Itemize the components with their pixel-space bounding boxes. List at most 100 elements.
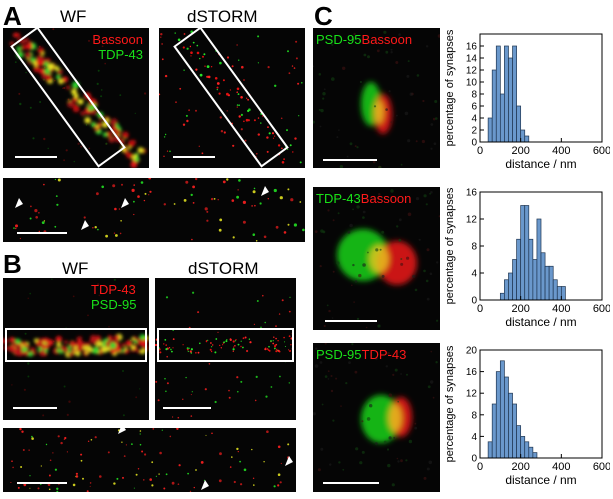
- fluorescence-spot: [290, 198, 294, 202]
- fluorescence-spot: [54, 65, 59, 71]
- fluorescence-spot: [356, 317, 360, 321]
- fluorescence-spot: [192, 185, 196, 189]
- x-tick-label: 0: [477, 303, 483, 315]
- fluorescence-spot: [211, 432, 213, 435]
- fluorescence-spot: [140, 181, 144, 184]
- fluorescence-spot: [233, 346, 235, 348]
- fluorescence-spot: [47, 483, 51, 486]
- panel-a-zoom-strip: [3, 178, 305, 242]
- fluorescence-spot: [231, 199, 235, 202]
- fluorescence-spot: [72, 81, 80, 89]
- fluorescence-spot: [200, 461, 204, 464]
- fluorescence-spot: [37, 47, 44, 54]
- fluorescence-spot: [148, 194, 150, 196]
- fluorescence-spot: [275, 337, 277, 340]
- speckle-layer: [10, 428, 290, 492]
- fluorescence-spot: [26, 341, 30, 346]
- fluorescence-spot: [409, 92, 413, 96]
- fluorescence-spot: [245, 118, 249, 122]
- panel-c-row1-label-a: PSD-95: [316, 32, 362, 47]
- fluorescence-spot: [39, 68, 46, 75]
- fluorescence-spot: [89, 485, 91, 487]
- histogram-bar: [512, 403, 517, 459]
- fluorescence-spot: [87, 96, 93, 101]
- fluorescence-spot: [58, 483, 60, 486]
- fluorescence-spot: [122, 414, 125, 417]
- panel-b-wf-title: WF: [62, 259, 89, 278]
- speckle-layer: [314, 189, 440, 329]
- y-axis-label: percentage of synapses: [444, 345, 456, 462]
- fluorescence-spot: [95, 124, 100, 129]
- fluorescence-spot: [58, 78, 64, 85]
- fluorescence-spot: [20, 466, 23, 468]
- fluorescence-spot: [143, 199, 146, 202]
- fluorescence-spot: [33, 351, 37, 355]
- fluorescence-spot: [236, 44, 238, 46]
- fluorescence-spot: [77, 98, 84, 105]
- fluorescence-spot: [25, 43, 33, 50]
- histogram-bar: [499, 292, 505, 301]
- fluorescence-spot: [314, 364, 319, 368]
- fluorescence-spot: [206, 65, 210, 68]
- fluorescence-spot: [267, 126, 269, 128]
- fluorescence-spot: [234, 340, 236, 342]
- fluorescence-spot: [219, 116, 222, 119]
- histogram-bar: [504, 279, 509, 301]
- panel-letter-b: B: [3, 249, 22, 279]
- fluorescence-spot: [31, 437, 34, 440]
- fluorescence-spot: [182, 398, 184, 400]
- fluorescence-spot: [381, 230, 385, 234]
- fluorescence-spot: [404, 111, 409, 116]
- fluorescence-spot: [113, 232, 116, 234]
- fluorescence-spot: [275, 350, 278, 353]
- fluorescence-spot: [195, 109, 197, 112]
- fluorescence-spot: [313, 412, 316, 416]
- fluorescence-spot: [104, 62, 106, 65]
- panel-a-strip-scale-bar: [17, 232, 67, 234]
- x-axis-label: distance / nm: [505, 473, 576, 487]
- fluorescence-spot: [115, 234, 118, 237]
- fluorescence-spot: [423, 194, 427, 198]
- fluorescence-spot: [231, 65, 234, 68]
- fluorescence-spot: [185, 376, 187, 379]
- panel-a-wf-image: Bassoon TDP-43: [3, 28, 149, 168]
- fluorescence-spot: [48, 488, 51, 491]
- fluorescence-spot: [21, 347, 26, 352]
- histogram-bar: [491, 403, 497, 459]
- fluorescence-spot: [398, 238, 402, 242]
- fluorescence-spot: [386, 351, 390, 355]
- fluorescence-spot: [397, 400, 399, 403]
- fluorescence-spot: [335, 377, 338, 380]
- fluorescence-spot: [172, 338, 175, 340]
- y-tick-label: 8: [471, 90, 477, 101]
- fluorescence-spot: [165, 344, 167, 346]
- fluorescence-spot: [144, 453, 147, 456]
- fluorescence-spot: [137, 349, 142, 354]
- fluorescence-spot: [163, 203, 166, 206]
- fluorescence-spot: [277, 445, 281, 449]
- fluorescence-spot: [22, 449, 25, 451]
- fluorescence-spot: [139, 430, 142, 432]
- fluorescence-spot: [247, 98, 249, 101]
- fluorescence-spot: [416, 74, 420, 77]
- histogram-bar: [556, 286, 562, 301]
- fluorescence-spot: [222, 79, 225, 82]
- fluorescence-spot: [390, 48, 393, 51]
- x-tick-label: 600: [593, 461, 610, 473]
- fluorescence-spot: [236, 195, 240, 199]
- fluorescence-spot: [301, 82, 303, 84]
- fluorescence-spot: [134, 112, 136, 114]
- fluorescence-spot: [236, 447, 239, 451]
- fluorescence-spot: [216, 86, 219, 89]
- overlap-blob: [388, 404, 402, 432]
- histogram-bar: [528, 238, 534, 301]
- fluorescence-spot: [239, 460, 242, 463]
- fluorescence-spot: [423, 476, 427, 480]
- fluorescence-spot: [63, 159, 65, 162]
- y-axis-label: percentage of synapses: [444, 29, 456, 146]
- fluorescence-spot: [177, 38, 181, 42]
- fluorescence-spot: [85, 124, 88, 126]
- fluorescence-spot: [48, 474, 51, 477]
- histogram-3-container: 0 200 400 600 0 4 8 12 16 20 distance / nm percenta…: [442, 344, 611, 499]
